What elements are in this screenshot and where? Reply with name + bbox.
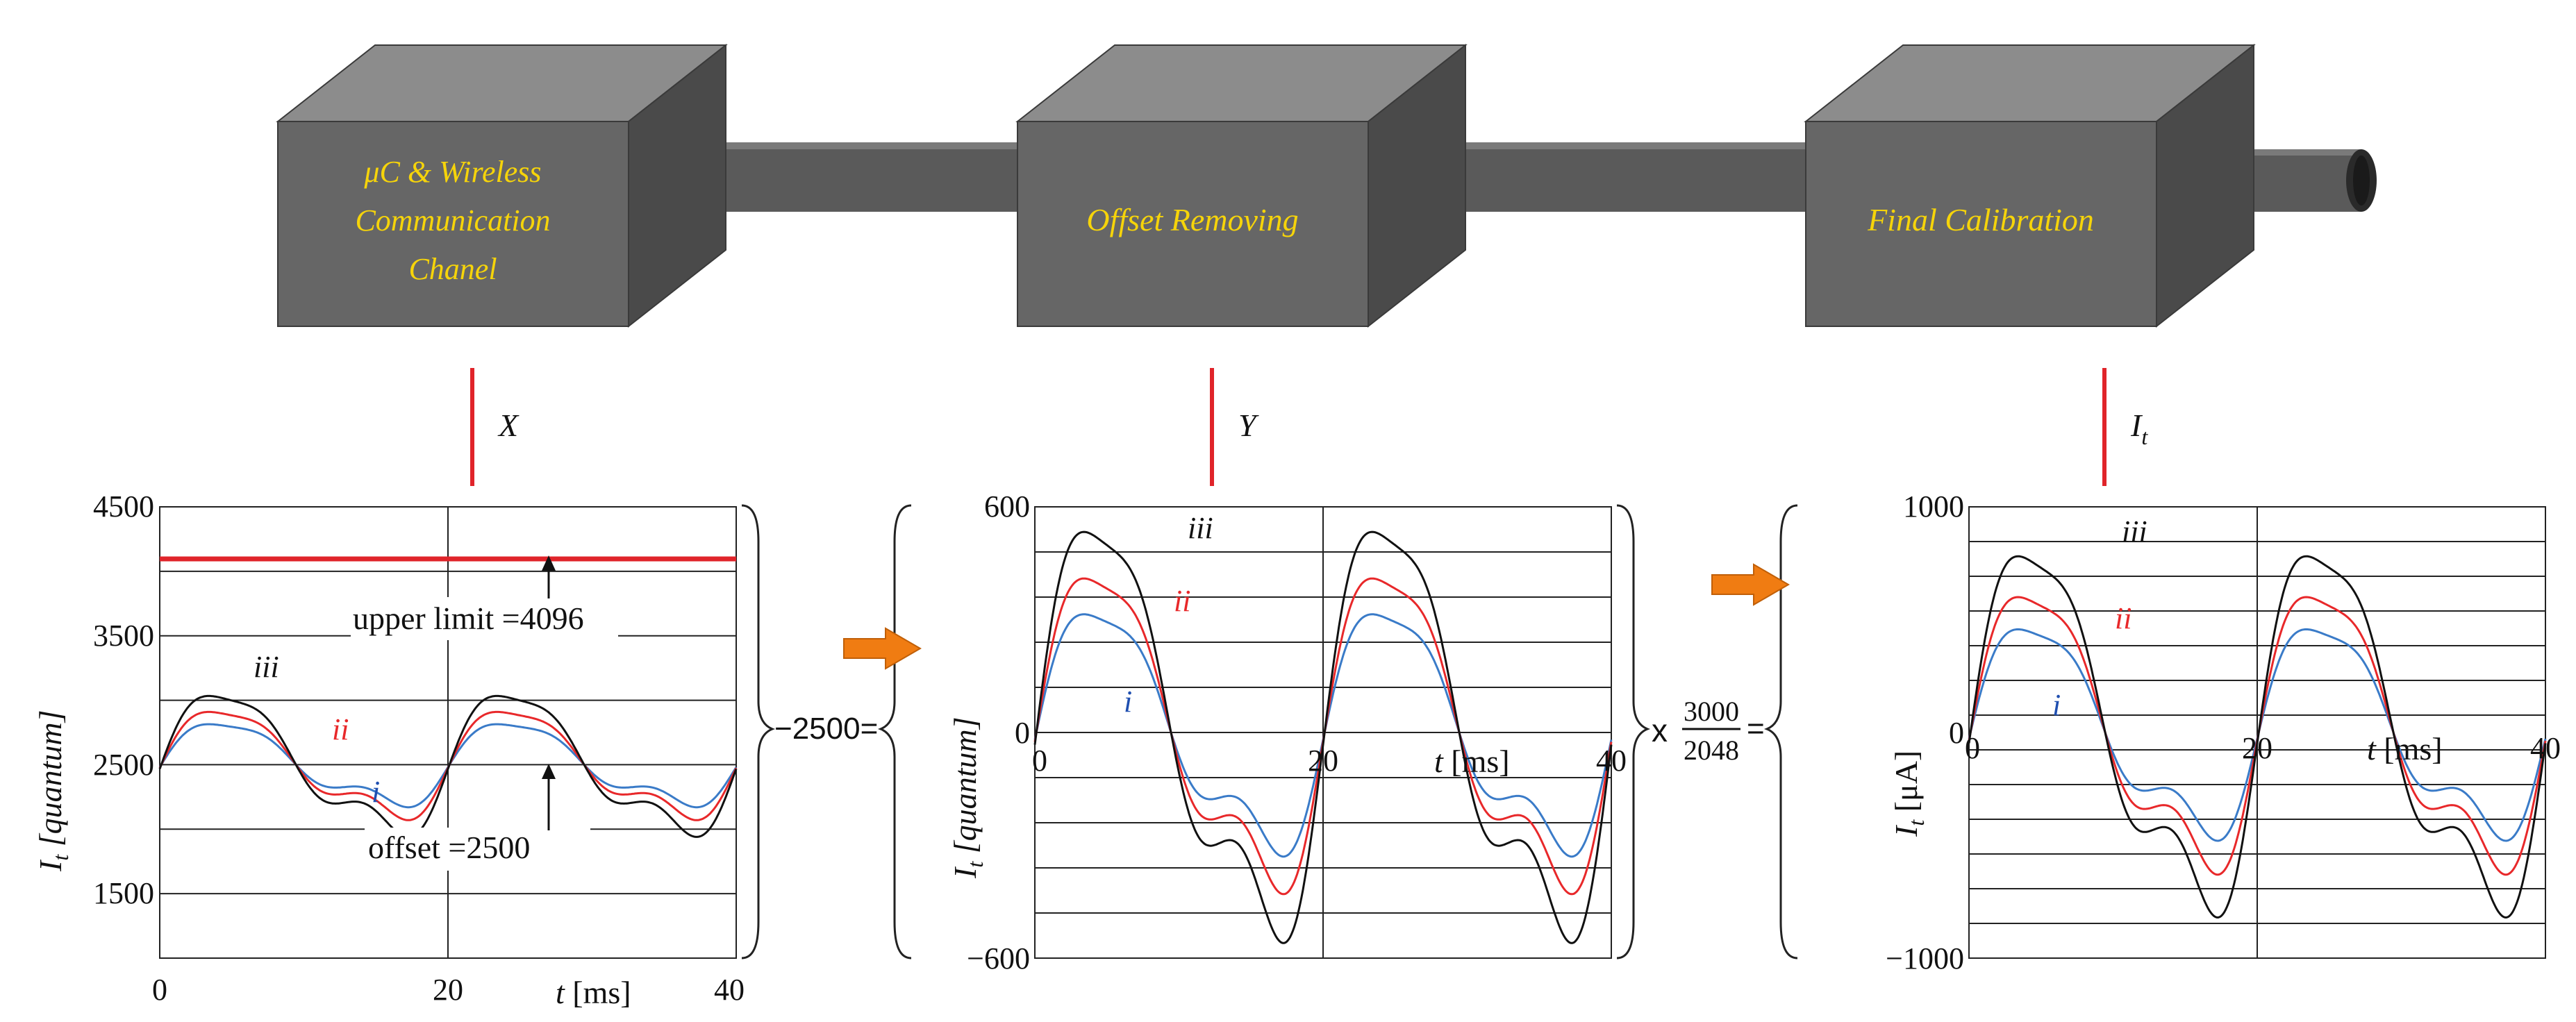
chart-3-frame bbox=[1968, 506, 2546, 959]
series-line-iii bbox=[1033, 530, 1613, 944]
chart-3-ytick-0: 0 bbox=[1949, 716, 1964, 750]
series-line-iii bbox=[158, 694, 738, 838]
chart-1-ytick-2500: 2500 bbox=[93, 748, 154, 782]
chart-3-label-iii: iii bbox=[2122, 514, 2147, 548]
chart-1-series bbox=[158, 694, 738, 838]
block-1-line-2: Communication bbox=[355, 203, 550, 237]
chart-1-ytick-1500: 1500 bbox=[93, 876, 154, 910]
chart-1-ytick-3500: 3500 bbox=[93, 619, 154, 653]
chart-1-label-i: i bbox=[372, 775, 380, 809]
equals-sign: = bbox=[1747, 712, 1765, 746]
fraction-numerator: 3000 bbox=[1684, 696, 1739, 727]
chart-offset-removed: 600 0 −600 0 20 40 t [ms] It [quantum] i… bbox=[947, 489, 1627, 975]
block-offset-removing: Offset Removing bbox=[1015, 43, 1468, 328]
signal-x-label: X bbox=[497, 408, 520, 443]
block-1-line-1: μC & Wireless bbox=[363, 155, 541, 189]
chart-2-frame bbox=[1034, 506, 1612, 959]
upper-limit-pointer bbox=[542, 555, 556, 571]
upper-limit-label-bg bbox=[351, 597, 618, 640]
chart-3-xtick-20: 20 bbox=[2242, 731, 2272, 765]
fraction-denominator: 2048 bbox=[1684, 735, 1739, 766]
chart-1-right-brace bbox=[741, 504, 776, 960]
chart-3-grid bbox=[1969, 507, 2545, 958]
upper-limit-label: upper limit =4096 bbox=[353, 601, 584, 636]
offset-label-bg bbox=[365, 828, 590, 871]
chart-3-left-brace bbox=[1763, 504, 1798, 960]
chart-1-label-iii: iii bbox=[254, 650, 279, 684]
chart-2-label-ii: ii bbox=[1174, 584, 1190, 618]
chart-2-grid bbox=[1035, 507, 1611, 958]
chart-2-ytick-neg600: −600 bbox=[967, 941, 1030, 975]
arrow-icon-2 bbox=[1711, 563, 1790, 606]
chart-1-xtick-0: 0 bbox=[152, 973, 167, 1007]
series-line-iii bbox=[1968, 555, 2547, 919]
chart-3-label-i: i bbox=[2052, 688, 2061, 722]
arrow-icon bbox=[843, 627, 922, 670]
chart-2-label-iii: iii bbox=[1188, 511, 1213, 545]
chart-1-xtick-20: 20 bbox=[433, 973, 463, 1007]
chart-3-label-ii: ii bbox=[2115, 601, 2132, 635]
offset-pointer bbox=[542, 764, 556, 779]
chart-raw-adc: 4500 3500 2500 1500 0 20 40 t [ms] It [q… bbox=[33, 489, 745, 1010]
chart-2-xtick-40: 40 bbox=[1596, 744, 1627, 778]
chart-2-xtick-20: 20 bbox=[1308, 744, 1338, 778]
subtract-operation: −2500= bbox=[774, 712, 878, 746]
chart-2-ylabel: It [quantum] bbox=[947, 717, 988, 879]
chart-2-series bbox=[1033, 530, 1613, 944]
block-2-line-1: Offset Removing bbox=[1086, 202, 1298, 237]
chart-2-xtick-0: 0 bbox=[1032, 744, 1047, 778]
chart-1-ytick-4500: 4500 bbox=[93, 489, 154, 523]
chart-2-ytick-600: 600 bbox=[984, 489, 1030, 523]
chart-2-left-brace bbox=[877, 504, 912, 960]
chart-1-xtick-40: 40 bbox=[714, 973, 745, 1007]
chart-3-xtick-0: 0 bbox=[1965, 731, 1980, 765]
chart-2-right-brace bbox=[1616, 504, 1651, 960]
block-final-calibration: Final Calibration bbox=[1804, 43, 2256, 328]
multiply-sign: x bbox=[1652, 712, 1668, 748]
chart-1-label-ii: ii bbox=[332, 712, 349, 746]
pipe-2 bbox=[1414, 142, 1827, 212]
chart-3-series bbox=[1968, 555, 2547, 919]
chart-1-grid bbox=[160, 507, 736, 958]
offset-label: offset =2500 bbox=[368, 830, 530, 865]
chart-2-ytick-0: 0 bbox=[1015, 716, 1030, 750]
chart-3-xtick-40: 40 bbox=[2530, 731, 2561, 765]
block-uc-wireless: μC & Wireless Communication Chanel bbox=[276, 43, 728, 328]
processing-pipeline: μC & Wireless Communication Chanel Offse… bbox=[276, 43, 2377, 328]
chart-2-label-i: i bbox=[1124, 685, 1132, 719]
chart-3-ytick-1000: 1000 bbox=[1903, 489, 1964, 523]
chart-3-ytick-neg1000: −1000 bbox=[1886, 941, 1964, 975]
block-3-line-1: Final Calibration bbox=[1867, 202, 2094, 237]
signal-connectors: X Y It bbox=[470, 368, 2148, 486]
block-1-line-3: Chanel bbox=[408, 252, 497, 286]
chart-1-xlabel: t [ms] bbox=[556, 975, 631, 1010]
chart-1-frame bbox=[159, 506, 737, 959]
signal-y-label: Y bbox=[1238, 408, 1259, 443]
chart-3-ylabel: It [μA] bbox=[1888, 751, 1929, 837]
chart-3-xlabel: t [ms] bbox=[2367, 731, 2443, 766]
chart-calibrated: 1000 0 −1000 0 20 40 t [ms] It [μA] iii … bbox=[1886, 489, 2561, 975]
chart-1-ylabel: It [quantum] bbox=[33, 710, 73, 872]
signal-it-label: It bbox=[2130, 408, 2148, 449]
chart-2-xlabel: t [ms] bbox=[1434, 744, 1510, 779]
pipe-1 bbox=[678, 142, 1021, 212]
